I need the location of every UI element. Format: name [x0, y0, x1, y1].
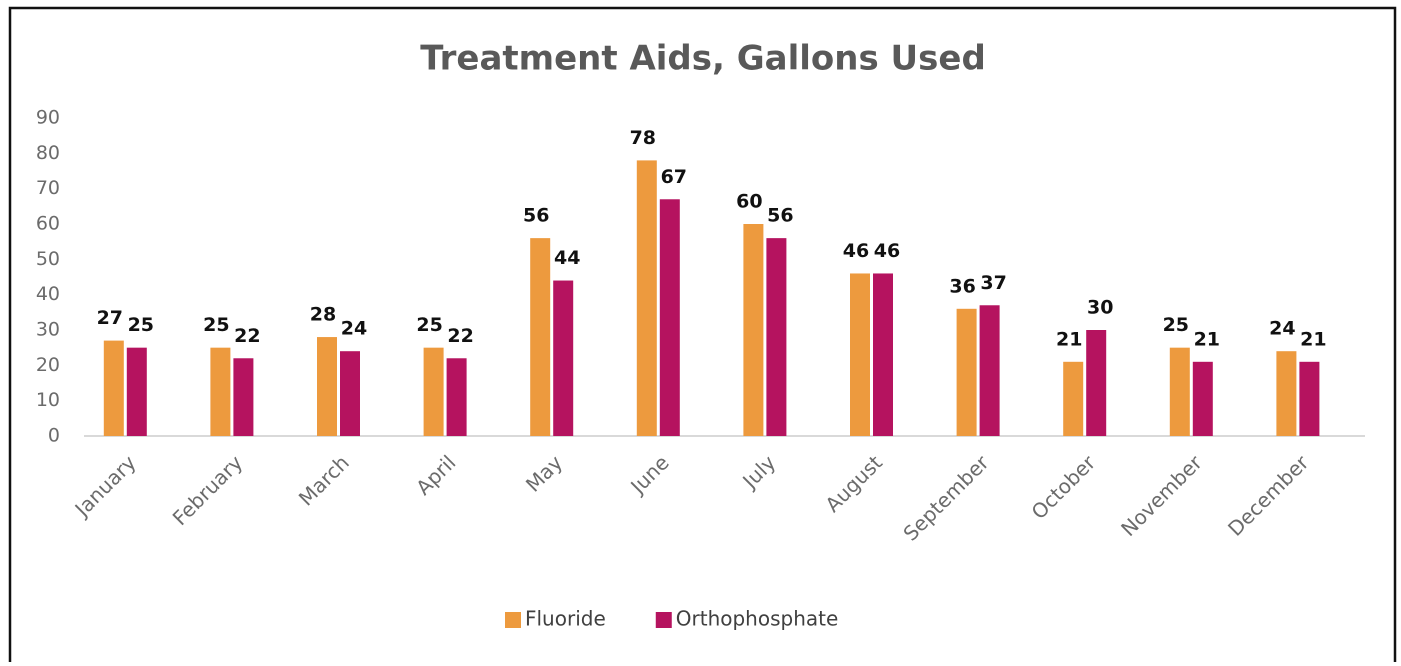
- value-label: 24: [1269, 318, 1295, 340]
- value-label: 21: [1300, 328, 1326, 350]
- bar: [1169, 347, 1190, 436]
- y-tick-label: 50: [36, 248, 60, 270]
- value-label: 25: [416, 314, 442, 336]
- bar: [1276, 351, 1297, 436]
- value-label: 21: [1056, 328, 1082, 350]
- bar: [1299, 361, 1320, 436]
- bar: [873, 273, 893, 436]
- bar: [210, 347, 231, 436]
- value-label: 22: [234, 325, 260, 347]
- bar: [530, 238, 551, 436]
- value-label: 24: [341, 318, 367, 340]
- bar: [446, 358, 467, 436]
- chart-title: Treatment Aids, Gallons Used: [420, 39, 986, 79]
- bar: [979, 305, 1000, 436]
- value-label: 25: [128, 314, 154, 336]
- value-label: 67: [661, 166, 687, 188]
- bar: [766, 238, 787, 436]
- bar: [1086, 330, 1107, 436]
- value-label: 46: [874, 240, 900, 262]
- bar: [317, 337, 337, 436]
- value-label: 36: [949, 275, 975, 297]
- bar: [233, 358, 254, 436]
- bar: [423, 347, 444, 436]
- y-tick-label: 10: [36, 389, 60, 411]
- y-tick-label: 20: [36, 354, 60, 376]
- legend-swatch: [505, 612, 521, 628]
- value-label: 27: [97, 307, 123, 329]
- legend-label: Orthophosphate: [676, 607, 839, 631]
- bar: [1192, 361, 1213, 436]
- value-label: 30: [1087, 297, 1113, 319]
- value-label: 60: [736, 191, 762, 213]
- bar: [126, 347, 147, 436]
- bar: [743, 224, 764, 436]
- bar: [553, 280, 574, 436]
- bar: [659, 199, 680, 436]
- bar: [956, 308, 977, 436]
- bar: [1063, 361, 1084, 436]
- y-tick-label: 60: [36, 213, 60, 235]
- value-label: 22: [447, 325, 473, 347]
- value-label: 37: [980, 272, 1006, 294]
- bar: [103, 340, 124, 436]
- y-tick-label: 90: [36, 107, 60, 129]
- legend-swatch: [655, 612, 672, 628]
- value-label: 21: [1194, 328, 1220, 350]
- y-tick-label: 0: [48, 425, 60, 447]
- y-tick-label: 40: [36, 283, 60, 305]
- value-label: 44: [554, 247, 580, 269]
- chart-frame: [8, 6, 1397, 666]
- bar: [340, 351, 360, 436]
- bar: [850, 273, 870, 436]
- value-label: 25: [203, 314, 229, 336]
- value-label: 56: [767, 205, 793, 227]
- legend-label: Fluoride: [525, 607, 606, 631]
- bar: [636, 160, 657, 436]
- value-label: 78: [630, 127, 656, 149]
- value-label: 25: [1163, 314, 1189, 336]
- y-tick-label: 70: [36, 177, 60, 199]
- value-label: 28: [310, 304, 336, 326]
- y-tick-label: 80: [36, 142, 60, 164]
- value-label: 46: [843, 240, 869, 262]
- y-tick-label: 30: [36, 319, 60, 341]
- value-label: 56: [523, 205, 549, 227]
